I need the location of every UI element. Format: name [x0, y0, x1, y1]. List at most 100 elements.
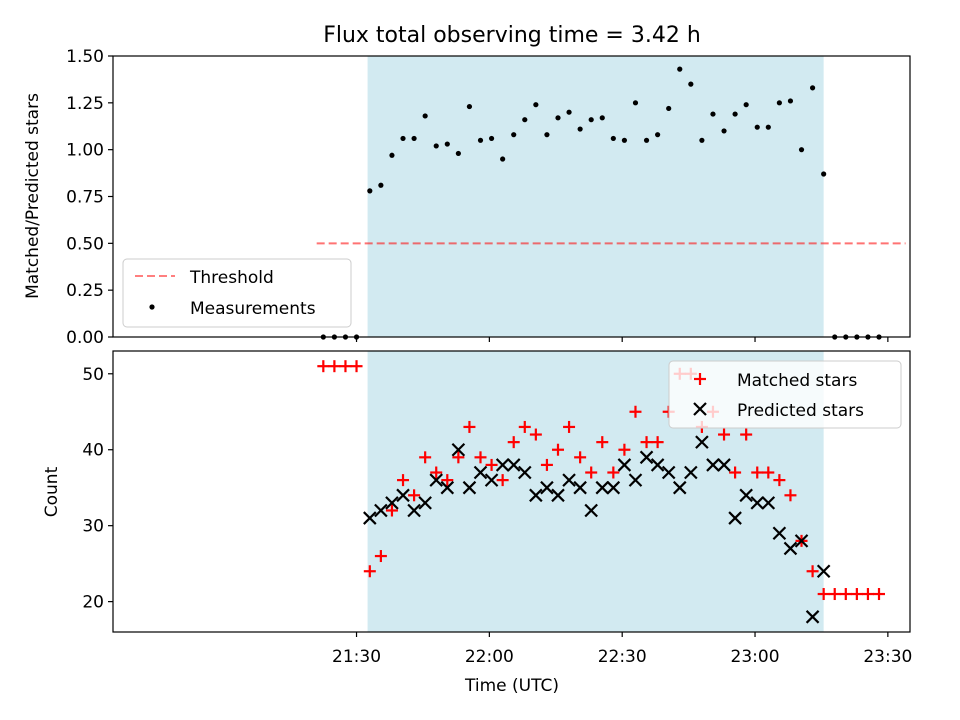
predicted-marker-b	[783, 541, 798, 556]
matched-star-marker	[551, 443, 564, 456]
matched-star-marker	[817, 588, 830, 601]
predicted-star-marker	[495, 458, 510, 472]
top-observing-span	[367, 56, 824, 337]
matched-star-marker	[850, 588, 863, 601]
top-shaded-region	[367, 56, 824, 337]
matched-star-marker	[463, 420, 476, 433]
predicted-marker-b	[529, 488, 543, 503]
matched-star-marker	[651, 436, 664, 449]
matched-star-marker	[629, 405, 642, 418]
matched-star-marker	[751, 466, 764, 479]
predicted-marker-b	[628, 473, 643, 487]
predicted-marker-b	[606, 480, 621, 495]
predicted-marker-b	[518, 465, 532, 480]
measurement-point	[732, 111, 738, 117]
measurement-point	[776, 100, 782, 106]
measurement-point	[721, 128, 727, 134]
predicted-marker-b	[495, 458, 510, 472]
matched-star-marker	[596, 436, 609, 449]
predicted-star-marker	[628, 473, 643, 487]
matched-star-marker	[873, 588, 886, 601]
bottom-y-axis-label: Count	[42, 466, 62, 517]
matched-star-marker	[773, 474, 786, 487]
predicted-marker-b	[650, 458, 665, 472]
measurement-point	[433, 143, 439, 149]
predicted-star-marker	[706, 458, 720, 472]
predicted-marker-b	[661, 465, 676, 480]
bottom-legend-box	[668, 360, 902, 429]
measurement-point	[367, 188, 373, 194]
matched-star-marker	[430, 466, 443, 479]
legend-predicted-label: Predicted stars	[737, 401, 864, 421]
measurement-point	[710, 111, 716, 117]
matched-star-marker	[385, 504, 398, 517]
predicted-star-marker	[385, 496, 399, 510]
predicted-marker-b	[739, 488, 753, 503]
predicted-marker-b	[573, 480, 587, 495]
predicted-marker-b	[506, 458, 521, 472]
matched-star-marker	[828, 588, 841, 601]
predicted-marker-b	[540, 480, 554, 495]
measurement-point	[422, 113, 428, 119]
bottom-y-tick-label: 30	[82, 517, 104, 537]
predicted-star-marker	[363, 511, 377, 525]
measurement-point	[411, 135, 417, 142]
matched-star-marker	[363, 565, 376, 578]
predicted-marker-b	[805, 610, 820, 624]
predicted-marker-b	[617, 458, 632, 472]
predicted-marker-b	[429, 473, 444, 487]
legend-measurement-swatch	[149, 304, 155, 310]
measurement-point	[400, 135, 406, 142]
matched-star-marker	[585, 466, 598, 479]
matched-star-marker	[350, 360, 363, 373]
predicted-marker-b	[595, 480, 610, 495]
predicted-star-marker	[739, 488, 753, 503]
measurement-point	[787, 98, 794, 104]
legend-measurements-label: Measurements	[190, 299, 316, 319]
bottom-y-axis: 20 30 40 50	[82, 365, 113, 613]
predicted-marker-b	[672, 480, 687, 495]
matched-star-marker	[474, 451, 487, 464]
matched-star-marker	[540, 458, 553, 471]
bottom-y-tick-label: 50	[82, 365, 104, 385]
predicted-marker-b	[750, 496, 765, 510]
measurement-point	[577, 126, 583, 132]
matched-star-marker	[563, 420, 576, 433]
predicted-star-marker	[573, 480, 587, 495]
predicted-star-marker	[374, 503, 388, 518]
top-y-axis-label: Matched/Predicted stars	[23, 93, 43, 299]
legend-matched-swatch	[694, 373, 706, 385]
predicted-star-marker	[518, 465, 532, 480]
matched-star-marker	[496, 474, 509, 487]
predicted-star-marker	[473, 465, 488, 480]
matched-star-marker	[419, 451, 432, 464]
bottom-x-tick-label: 21:30	[332, 647, 381, 667]
legend-matched-label: Matched stars	[737, 371, 857, 391]
predicted-marker-b	[385, 496, 399, 510]
matched-star-marker	[640, 436, 653, 449]
predicted-star-marker	[661, 465, 676, 480]
predicted-star-marker	[584, 503, 598, 518]
chart-title: Flux total observing time = 3.42 h	[323, 23, 701, 48]
top-y-tick-label: 0.00	[66, 328, 104, 348]
measurement-point	[477, 137, 484, 143]
matched-star-marker	[441, 474, 454, 487]
measurement-point	[599, 115, 605, 121]
predicted-star-marker	[761, 496, 776, 510]
bottom-x-tick-label: 23:30	[863, 647, 912, 667]
matched-star-marker	[452, 451, 465, 464]
bottom-y-tick-label: 20	[82, 593, 104, 613]
measurement-point	[743, 102, 749, 108]
top-y-tick-label: 1.00	[66, 141, 104, 161]
measurement-point	[488, 135, 495, 142]
predicted-star-marker	[695, 435, 709, 449]
predicted-marker-b	[451, 442, 466, 457]
predicted-star-marker	[451, 442, 466, 457]
predicted-marker-b	[772, 526, 787, 541]
predicted-marker-b	[728, 511, 742, 525]
measurement-point	[677, 66, 683, 72]
matched-star-marker	[718, 428, 731, 441]
x-axis-label: Time (UTC)	[464, 676, 559, 696]
predicted-marker-b	[717, 458, 731, 472]
legend-predicted-swatch	[693, 402, 707, 416]
